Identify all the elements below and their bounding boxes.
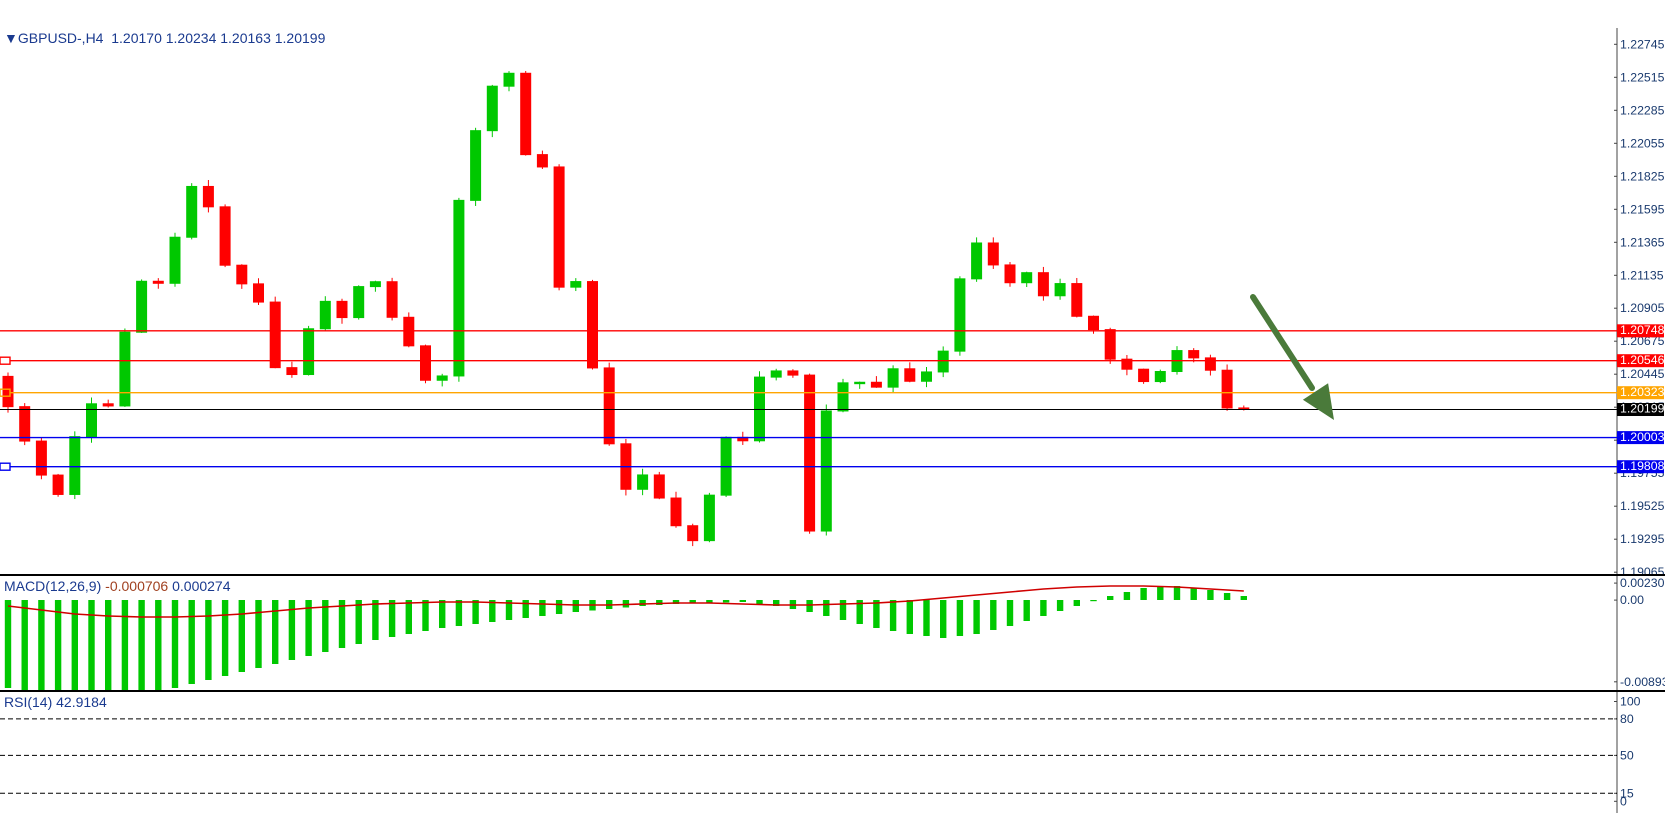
- svg-text:-0.008938: -0.008938: [1620, 675, 1665, 689]
- svg-text:100: 100: [1620, 695, 1641, 709]
- svg-text:0.002308: 0.002308: [1620, 576, 1665, 590]
- svg-text:50: 50: [1620, 748, 1634, 762]
- svg-text:0.00: 0.00: [1620, 593, 1644, 607]
- svg-text:0: 0: [1620, 794, 1627, 808]
- svg-text:80: 80: [1620, 712, 1634, 726]
